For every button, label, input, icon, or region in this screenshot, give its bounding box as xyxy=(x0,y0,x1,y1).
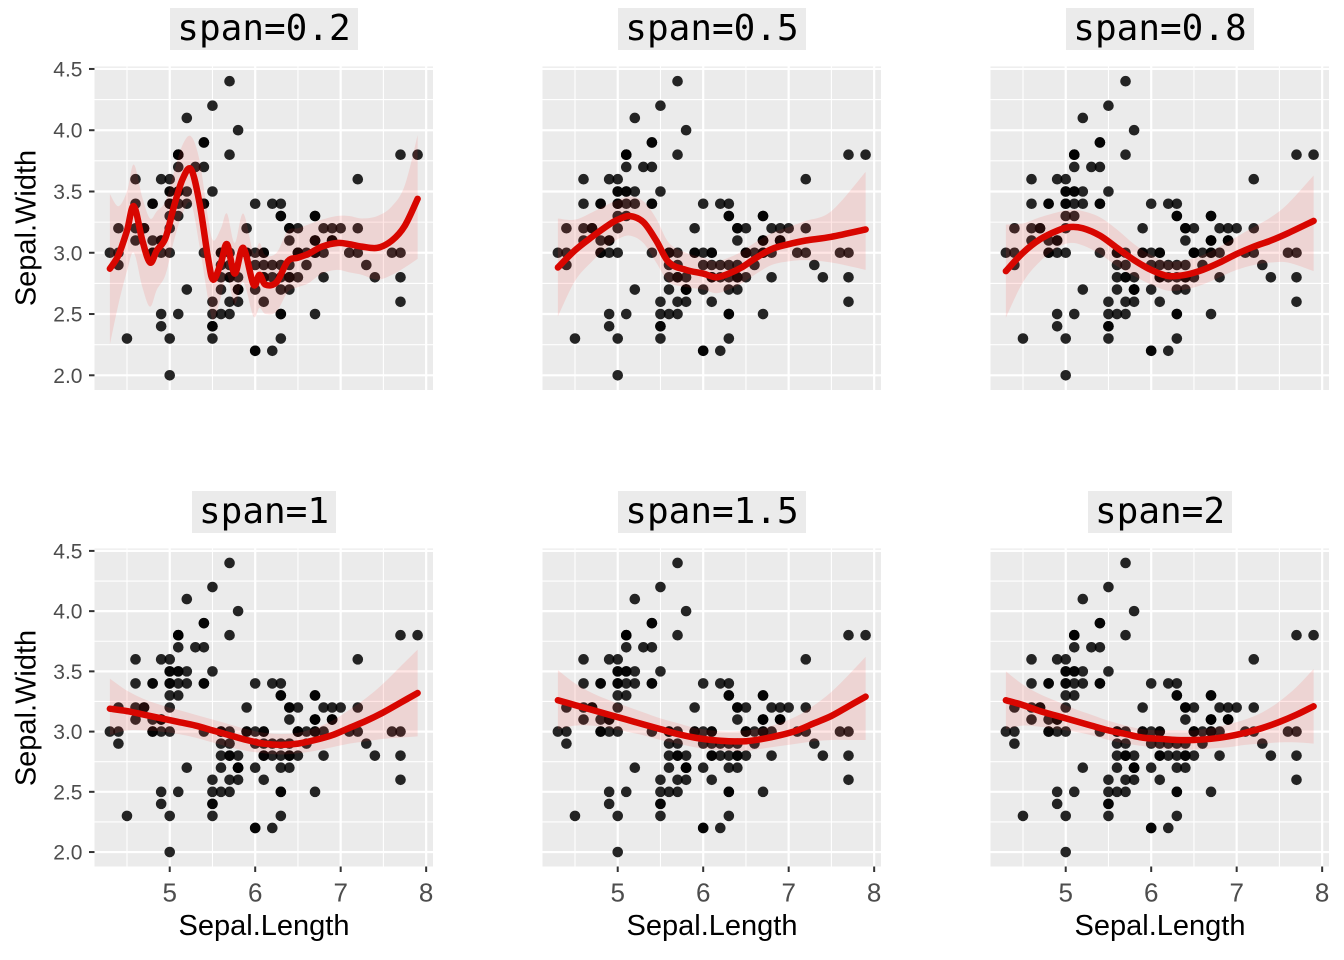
y-tick-label: 2.5 xyxy=(53,781,82,804)
points-layer xyxy=(1000,557,1319,858)
panel-title-text: span=0.5 xyxy=(618,8,806,51)
x-axis-title: Sepal.Length xyxy=(626,910,798,942)
subplot-span-0-5: span=0.5 xyxy=(448,0,896,480)
x-tick-label: 6 xyxy=(1144,878,1158,908)
plot-canvas: 5 6 7 8 xyxy=(990,548,1329,908)
plot-canvas xyxy=(542,66,881,390)
panel-title: span=1 xyxy=(94,491,434,534)
plot-canvas: 2.0 2.5 3.0 3.5 4.0 4.5 5 6 7 8 xyxy=(53,540,433,907)
panel-title: span=0.2 xyxy=(94,8,434,51)
y-axis-title: Sepal.Width xyxy=(10,629,43,787)
x-axis-title: Sepal.Length xyxy=(178,910,350,942)
panel-title: span=2 xyxy=(990,491,1330,534)
x-tick-label: 8 xyxy=(419,878,433,908)
panel-title-text: span=2 xyxy=(1087,491,1233,534)
y-tick-label: 4.5 xyxy=(53,58,82,81)
axis-layer: 5 6 7 8 xyxy=(610,866,881,908)
panel-title: span=1.5 xyxy=(542,491,882,534)
confidence-band xyxy=(557,171,866,317)
x-tick-label: 6 xyxy=(696,878,710,908)
points-layer xyxy=(1000,75,1319,381)
y-tick-label: 4.0 xyxy=(53,120,82,143)
x-tick-label: 7 xyxy=(781,878,795,908)
panel-background xyxy=(94,66,433,390)
x-tick-label: 8 xyxy=(867,878,881,908)
x-tick-label: 7 xyxy=(333,878,347,908)
plot-canvas: 5 6 7 8 xyxy=(542,548,881,908)
loess-line xyxy=(554,212,869,281)
panel-background xyxy=(94,548,433,867)
y-axis-title: Sepal.Width xyxy=(10,149,43,307)
x-tick-label: 8 xyxy=(1315,878,1329,908)
subplot-span-0-8: span=0.8 xyxy=(896,0,1344,480)
panel-background xyxy=(990,66,1329,390)
x-axis-title: Sepal.Length xyxy=(1074,910,1246,942)
subplot-span-1-5: 5 6 7 8 span=1.5 Sepal.Length xyxy=(448,480,896,960)
confidence-band xyxy=(557,656,866,752)
confidence-band xyxy=(109,135,418,345)
y-tick-label: 2.0 xyxy=(53,842,82,865)
loess-line xyxy=(106,165,421,289)
panel-background xyxy=(990,548,1329,867)
axis-layer: 5 6 7 8 xyxy=(1058,866,1329,908)
plot-canvas xyxy=(990,66,1329,390)
axis-layer: 2.0 2.5 3.0 3.5 4.0 4.5 5 6 7 8 xyxy=(53,540,433,907)
x-tick-label: 5 xyxy=(162,878,176,908)
loess-line xyxy=(1002,697,1317,744)
loess-line xyxy=(1002,217,1317,280)
panel-title: span=0.8 xyxy=(990,8,1330,51)
panel-title-text: span=0.8 xyxy=(1066,8,1254,51)
subplot-span-1: 2.0 2.5 3.0 3.5 4.0 4.5 5 6 7 8 span=1 Sepal.Widt… xyxy=(0,480,448,960)
x-tick-label: 5 xyxy=(1058,878,1072,908)
panel-title-text: span=1.5 xyxy=(618,491,806,534)
y-tick-label: 4.0 xyxy=(53,601,82,624)
panel-title-text: span=1 xyxy=(191,491,337,534)
y-tick-label: 3.0 xyxy=(53,721,82,744)
subplot-span-2: 5 6 7 8 span=2 Sepal.Length xyxy=(896,480,1344,960)
confidence-band xyxy=(1005,668,1314,750)
loess-line xyxy=(106,689,421,749)
points-layer xyxy=(552,75,871,381)
y-tick-label: 3.5 xyxy=(53,181,82,204)
y-tick-label: 3.0 xyxy=(53,242,82,265)
confidence-band xyxy=(1005,175,1314,318)
subplot-span-0-2: 2.0 2.5 3.0 3.5 4.0 4.5 span=0.2 Sepal.Width xyxy=(0,0,448,480)
plot-canvas: 2.0 2.5 3.0 3.5 4.0 4.5 xyxy=(53,58,433,390)
x-tick-label: 6 xyxy=(248,878,262,908)
y-tick-label: 2.5 xyxy=(53,304,82,327)
x-tick-label: 7 xyxy=(1229,878,1243,908)
panel-title: span=0.5 xyxy=(542,8,882,51)
panel-title-text: span=0.2 xyxy=(170,8,358,51)
panel-background xyxy=(542,548,881,867)
y-tick-label: 2.0 xyxy=(53,365,82,388)
x-tick-label: 5 xyxy=(610,878,624,908)
loess-line xyxy=(554,693,869,745)
y-tick-label: 3.5 xyxy=(53,661,82,684)
y-tick-label: 4.5 xyxy=(53,540,82,563)
axis-layer: 2.0 2.5 3.0 3.5 4.0 4.5 xyxy=(53,58,95,388)
